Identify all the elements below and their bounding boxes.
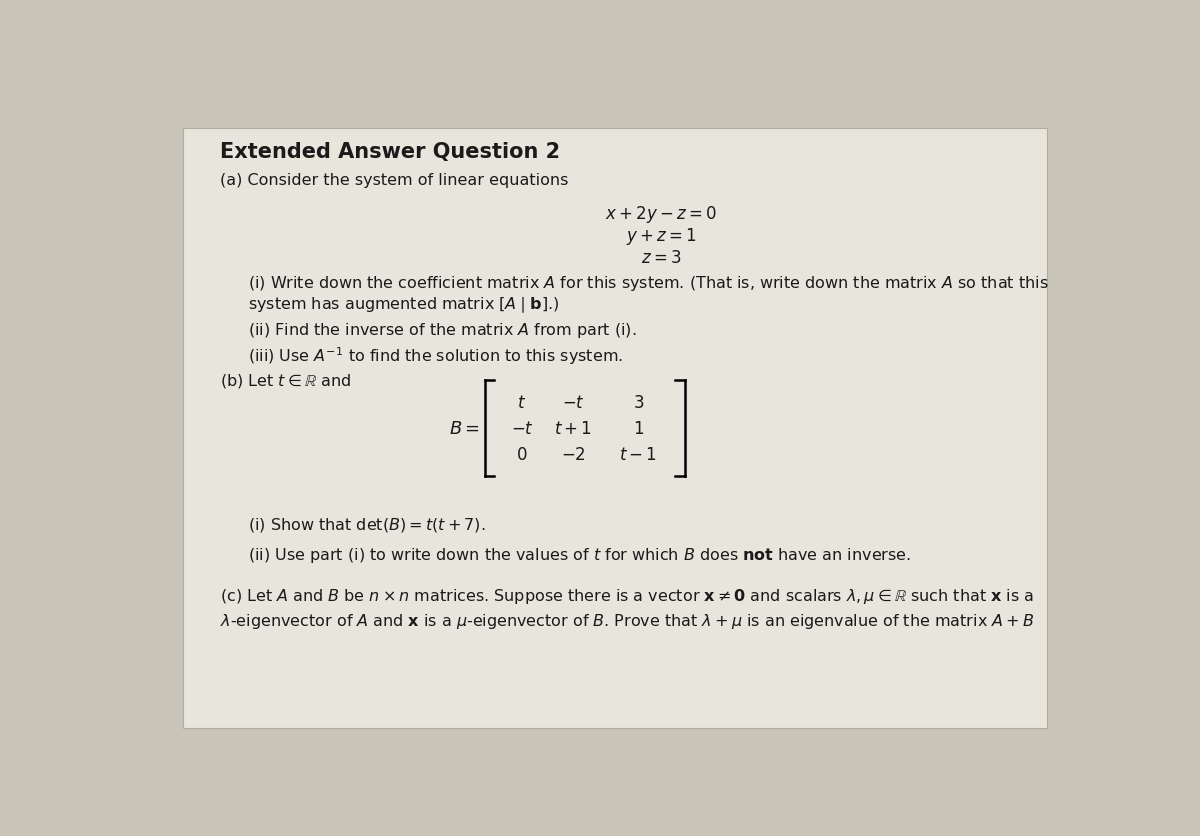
FancyBboxPatch shape	[182, 130, 1048, 728]
Text: (i) Show that $\det(B) = t(t + 7)$.: (i) Show that $\det(B) = t(t + 7)$.	[247, 516, 485, 533]
Text: $-2$: $-2$	[560, 446, 586, 463]
Text: Extended Answer Question 2: Extended Answer Question 2	[220, 142, 560, 162]
Text: (b) Let $t \in \mathbb{R}$ and: (b) Let $t \in \mathbb{R}$ and	[220, 372, 350, 390]
Text: (a) Consider the system of linear equations: (a) Consider the system of linear equati…	[220, 172, 568, 187]
Text: $t-1$: $t-1$	[619, 446, 658, 463]
Text: (i) Write down the coefficient matrix $A$ for this system. (That is, write down : (i) Write down the coefficient matrix $A…	[247, 274, 1049, 293]
Text: $1$: $1$	[632, 420, 644, 437]
Text: $y + z = 1$: $y + z = 1$	[626, 226, 697, 247]
Text: (c) Let $A$ and $B$ be $n \times n$ matrices. Suppose there is a vector $\mathbf: (c) Let $A$ and $B$ be $n \times n$ matr…	[220, 586, 1034, 605]
Text: $t+1$: $t+1$	[554, 420, 592, 437]
Text: (iii) Use $A^{-1}$ to find the solution to this system.: (iii) Use $A^{-1}$ to find the solution …	[247, 345, 623, 367]
Text: $t$: $t$	[517, 394, 527, 412]
Text: $-t$: $-t$	[562, 394, 584, 412]
Text: (ii) Find the inverse of the matrix $A$ from part (i).: (ii) Find the inverse of the matrix $A$ …	[247, 320, 636, 339]
Text: $3$: $3$	[632, 394, 644, 412]
Text: $B =$: $B =$	[449, 420, 480, 437]
Text: $z = 3$: $z = 3$	[641, 248, 682, 267]
Text: (ii) Use part (i) to write down the values of $t$ for which $B$ does $\mathbf{no: (ii) Use part (i) to write down the valu…	[247, 546, 911, 565]
Text: $0$: $0$	[516, 446, 528, 463]
Text: system has augmented matrix $[A \mid \mathbf{b}]$.): system has augmented matrix $[A \mid \ma…	[247, 295, 559, 314]
Text: $\lambda$-eigenvector of $A$ and $\mathbf{x}$ is a $\mu$-eigenvector of $B$. Pro: $\lambda$-eigenvector of $A$ and $\mathb…	[220, 611, 1034, 630]
Text: $-t$: $-t$	[510, 420, 534, 437]
Text: $x + 2y - z = 0$: $x + 2y - z = 0$	[606, 203, 718, 224]
